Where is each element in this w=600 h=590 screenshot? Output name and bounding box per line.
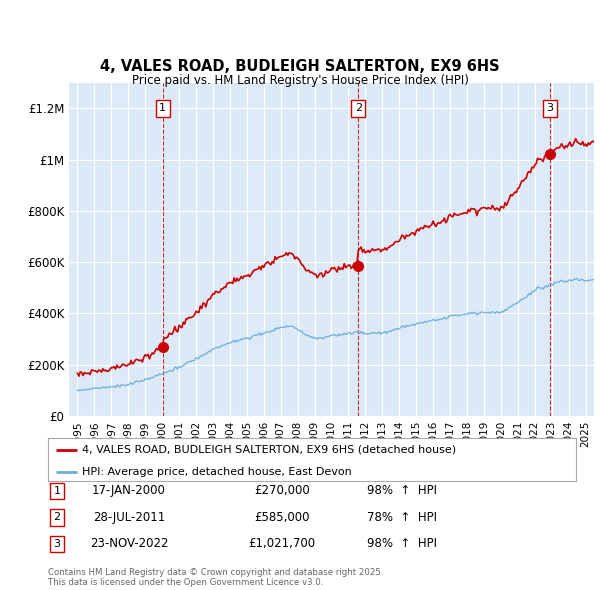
Text: 2: 2 [355, 103, 362, 113]
Text: 2: 2 [53, 513, 61, 522]
Text: 3: 3 [53, 539, 61, 549]
Text: 1: 1 [53, 486, 61, 496]
Text: 78%  ↑  HPI: 78% ↑ HPI [367, 511, 437, 524]
Text: Price paid vs. HM Land Registry's House Price Index (HPI): Price paid vs. HM Land Registry's House … [131, 74, 469, 87]
Text: 98%  ↑  HPI: 98% ↑ HPI [367, 484, 437, 497]
Text: £585,000: £585,000 [254, 511, 310, 524]
Text: 28-JUL-2011: 28-JUL-2011 [93, 511, 165, 524]
Text: £1,021,700: £1,021,700 [248, 537, 316, 550]
Text: 17-JAN-2000: 17-JAN-2000 [92, 484, 166, 497]
Text: Contains HM Land Registry data © Crown copyright and database right 2025.
This d: Contains HM Land Registry data © Crown c… [48, 568, 383, 587]
Text: 4, VALES ROAD, BUDLEIGH SALTERTON, EX9 6HS: 4, VALES ROAD, BUDLEIGH SALTERTON, EX9 6… [100, 59, 500, 74]
Text: 4, VALES ROAD, BUDLEIGH SALTERTON, EX9 6HS (detached house): 4, VALES ROAD, BUDLEIGH SALTERTON, EX9 6… [82, 445, 457, 455]
Text: 98%  ↑  HPI: 98% ↑ HPI [367, 537, 437, 550]
Text: 3: 3 [547, 103, 553, 113]
Text: 1: 1 [160, 103, 166, 113]
Text: HPI: Average price, detached house, East Devon: HPI: Average price, detached house, East… [82, 467, 352, 477]
Text: 23-NOV-2022: 23-NOV-2022 [90, 537, 168, 550]
Text: £270,000: £270,000 [254, 484, 310, 497]
